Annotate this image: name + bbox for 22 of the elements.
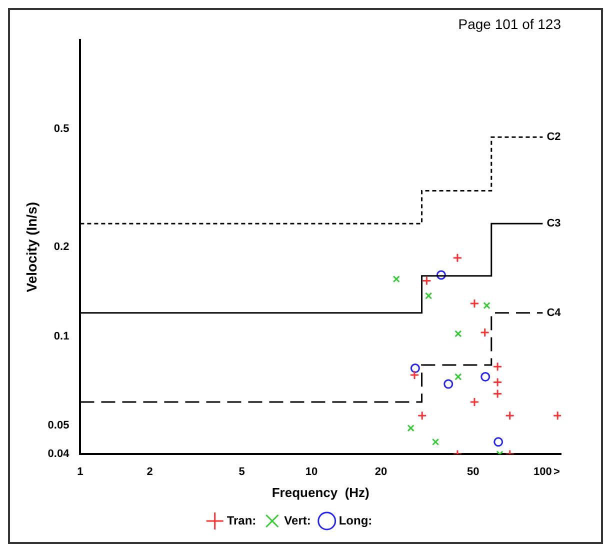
y-tick-label: 0.04 xyxy=(48,448,70,460)
legend-label: Tran: xyxy=(226,513,256,528)
x-tick-label: 10 xyxy=(305,466,318,478)
x-tick-label: 50 xyxy=(466,466,480,478)
series-label: C3 xyxy=(546,218,561,230)
x-axis-title: Frequency (Hz) xyxy=(272,484,370,500)
y-tick-label: 0.1 xyxy=(54,330,70,342)
series-label: C2 xyxy=(546,131,561,144)
series-label: C4 xyxy=(546,306,562,319)
legend-label: Vert: xyxy=(284,513,311,528)
x-tick-label: 5 xyxy=(238,466,245,478)
y-axis-title: Velocity (In/s) xyxy=(23,202,40,292)
y-tick-label: 0.05 xyxy=(48,420,70,432)
text: Page 101 of 123 xyxy=(458,16,562,32)
legend-label: Long: xyxy=(338,513,372,528)
x-tick-label: 100 xyxy=(534,466,552,478)
y-tick-label: 0.2 xyxy=(54,241,70,254)
x-tick-label: 1 xyxy=(77,466,84,478)
x-tick-label: > xyxy=(554,466,560,478)
x-tick-label: 2 xyxy=(146,466,153,478)
y-tick-label: 0.5 xyxy=(54,123,70,136)
x-tick-label: 20 xyxy=(374,466,388,478)
